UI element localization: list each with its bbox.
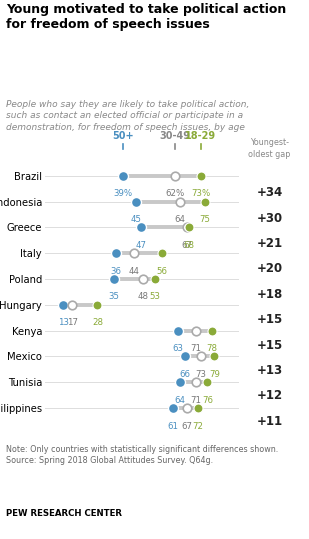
Text: 67: 67 [181, 241, 192, 250]
Point [70, 301, 75, 309]
Text: +15: +15 [256, 338, 283, 351]
Text: 18-29: 18-29 [185, 131, 216, 141]
Point [134, 197, 139, 206]
Text: People who say they are likely to take political action,
such as contact an elec: People who say they are likely to take p… [6, 100, 250, 132]
Text: +18: +18 [256, 288, 283, 301]
Point [113, 249, 118, 258]
Text: PEW RESEARCH CENTER: PEW RESEARCH CENTER [6, 509, 122, 519]
Text: +34: +34 [256, 186, 283, 199]
Point [193, 326, 198, 335]
Text: 17: 17 [67, 318, 78, 327]
Point [138, 223, 143, 232]
Text: Young motivated to take political action
for freedom of speech issues: Young motivated to take political action… [6, 3, 286, 31]
Text: 75: 75 [200, 215, 211, 224]
Point [173, 171, 178, 180]
Text: 64: 64 [174, 396, 185, 405]
Text: Youngest-
oldest gap: Youngest- oldest gap [248, 139, 291, 158]
Text: 39%: 39% [113, 189, 132, 198]
Point [205, 378, 210, 386]
Text: 48: 48 [138, 293, 149, 301]
Point [184, 404, 189, 412]
Point [159, 249, 164, 258]
Text: 47: 47 [135, 241, 146, 250]
Text: 68: 68 [184, 241, 195, 250]
Text: Note: Only countries with statistically significant differences shown.
Source: S: Note: Only countries with statistically … [6, 445, 278, 466]
Point [182, 352, 187, 361]
Text: 45: 45 [131, 215, 142, 224]
Text: 71: 71 [190, 396, 201, 405]
Text: 67: 67 [181, 421, 192, 431]
Text: 66: 66 [179, 370, 190, 379]
Text: 62%: 62% [166, 189, 185, 198]
Text: 72: 72 [193, 421, 204, 431]
Point [212, 352, 217, 361]
Text: 73%: 73% [191, 189, 210, 198]
Text: +13: +13 [256, 364, 283, 377]
Point [203, 197, 208, 206]
Point [177, 378, 182, 386]
Point [175, 326, 180, 335]
Point [198, 352, 203, 361]
Text: 30-49: 30-49 [160, 131, 191, 141]
Text: 28: 28 [92, 318, 103, 327]
Text: 61: 61 [167, 421, 179, 431]
Text: 36: 36 [110, 267, 121, 275]
Text: 53: 53 [149, 293, 160, 301]
Point [198, 171, 203, 180]
Point [152, 275, 157, 284]
Text: +30: +30 [256, 212, 283, 225]
Text: 13: 13 [57, 318, 69, 327]
Point [177, 197, 182, 206]
Text: +11: +11 [256, 414, 283, 428]
Text: 56: 56 [156, 267, 167, 275]
Text: +12: +12 [256, 389, 283, 402]
Text: 71: 71 [190, 344, 201, 353]
Point [132, 249, 137, 258]
Text: 73: 73 [195, 370, 206, 379]
Point [141, 275, 146, 284]
Text: 63: 63 [172, 344, 183, 353]
Point [61, 301, 66, 309]
Point [171, 404, 176, 412]
Point [111, 275, 116, 284]
Point [187, 223, 192, 232]
Point [184, 223, 189, 232]
Text: 50+: 50+ [112, 131, 133, 141]
Point [196, 404, 201, 412]
Text: 76: 76 [202, 396, 213, 405]
Text: +15: +15 [256, 313, 283, 326]
Text: 64: 64 [174, 215, 185, 224]
Point [95, 301, 100, 309]
Text: +21: +21 [256, 237, 283, 250]
Text: 79: 79 [209, 370, 220, 379]
Point [210, 326, 214, 335]
Text: 44: 44 [129, 267, 140, 275]
Text: 35: 35 [108, 293, 119, 301]
Point [193, 378, 198, 386]
Text: 78: 78 [206, 344, 218, 353]
Point [120, 171, 125, 180]
Text: +20: +20 [256, 262, 283, 275]
